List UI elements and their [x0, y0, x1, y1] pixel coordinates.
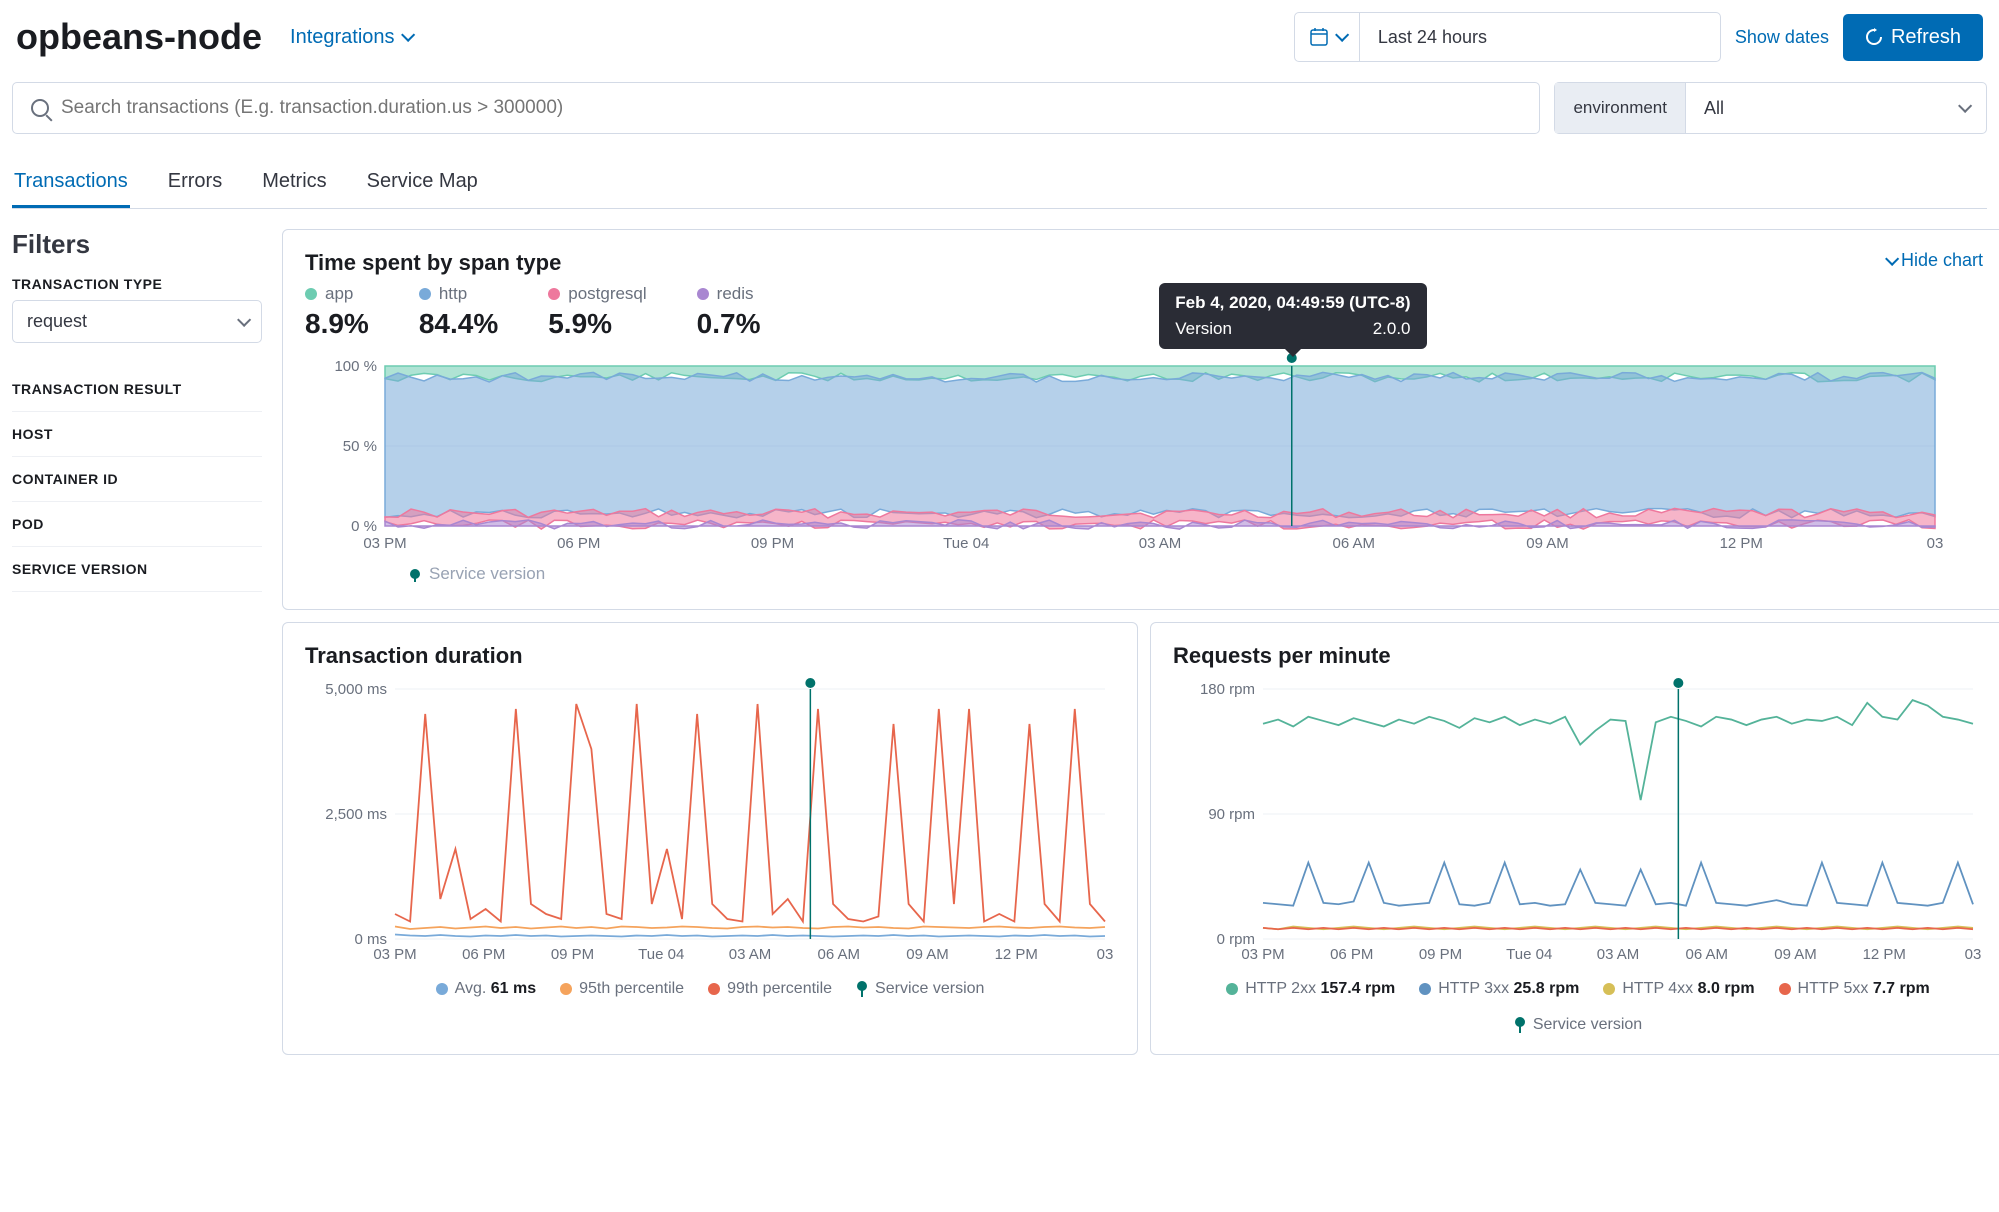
- chevron-down-icon: [237, 312, 251, 326]
- date-picker[interactable]: Last 24 hours: [1294, 12, 1721, 62]
- rpm-panel: Requests per minute 0 rpm90 rpm180 rpm03…: [1150, 622, 1999, 1055]
- show-dates-link[interactable]: Show dates: [1735, 27, 1829, 48]
- svg-text:03: 03: [1097, 946, 1114, 963]
- search-icon: [31, 99, 49, 117]
- filter-service-version[interactable]: SERVICE VERSION: [12, 547, 262, 592]
- svg-text:09 PM: 09 PM: [1419, 946, 1462, 963]
- svg-text:03 PM: 03 PM: [373, 946, 416, 963]
- span-type-chart[interactable]: 0 % 50 % 100 % 03 PM 06 PM 09 PM Tue 04 03 AM 06…: [305, 346, 1945, 586]
- filters-title: Filters: [12, 229, 262, 260]
- svg-text:03: 03: [1965, 946, 1982, 963]
- svg-text:06 AM: 06 AM: [1685, 946, 1728, 963]
- svg-text:Tue 04: Tue 04: [1506, 946, 1552, 963]
- tab-errors[interactable]: Errors: [166, 158, 224, 208]
- version-tooltip: Feb 4, 2020, 04:49:59 (UTC-8) Version 2.…: [1159, 283, 1426, 349]
- svg-text:100 %: 100 %: [334, 358, 377, 375]
- rpm-chart[interactable]: 0 rpm90 rpm180 rpm03 PM06 PM09 PMTue 040…: [1173, 669, 1983, 969]
- span-legend-http[interactable]: http84.4%: [419, 284, 498, 340]
- svg-text:12 PM: 12 PM: [1863, 946, 1906, 963]
- svg-text:09 AM: 09 AM: [906, 946, 949, 963]
- integrations-link[interactable]: Integrations: [290, 26, 411, 49]
- svg-text:06 PM: 06 PM: [462, 946, 505, 963]
- svg-text:5,000 ms: 5,000 ms: [325, 681, 387, 698]
- tab-service-map[interactable]: Service Map: [365, 158, 480, 208]
- rpm-legend-service-version[interactable]: Service version: [1514, 1016, 1642, 1034]
- page-title: opbeans-node: [16, 16, 262, 58]
- search-input[interactable]: [61, 97, 1521, 119]
- svg-text:06 AM: 06 AM: [1332, 535, 1375, 552]
- svg-text:12 PM: 12 PM: [995, 946, 1038, 963]
- svg-text:09 AM: 09 AM: [1774, 946, 1817, 963]
- svg-text:90 rpm: 90 rpm: [1208, 806, 1255, 823]
- rpm-legend-http-5xx[interactable]: HTTP 5xx 7.7 rpm: [1779, 980, 1930, 998]
- svg-text:09 PM: 09 PM: [551, 946, 594, 963]
- filter-pod[interactable]: POD: [12, 502, 262, 547]
- tab-metrics[interactable]: Metrics: [260, 158, 328, 208]
- duration-legend-p95[interactable]: 95th percentile: [560, 980, 684, 998]
- svg-text:Service version: Service version: [429, 564, 545, 583]
- calendar-icon[interactable]: [1295, 13, 1360, 61]
- environment-select[interactable]: environment All: [1554, 82, 1987, 134]
- transaction-type-label: TRANSACTION TYPE: [12, 276, 262, 292]
- svg-text:03: 03: [1927, 535, 1944, 552]
- duration-legend-avg[interactable]: Avg. 61 ms: [436, 980, 537, 998]
- filter-host[interactable]: HOST: [12, 412, 262, 457]
- page-header: opbeans-node Integrations Last 24 hours …: [12, 12, 1987, 62]
- transaction-duration-panel: Transaction duration 0 ms2,500 ms5,000 m…: [282, 622, 1138, 1055]
- refresh-icon: [1865, 28, 1883, 46]
- svg-text:03 AM: 03 AM: [1139, 535, 1182, 552]
- svg-text:03 PM: 03 PM: [1241, 946, 1284, 963]
- search-box[interactable]: [12, 82, 1540, 134]
- svg-text:06 PM: 06 PM: [557, 535, 600, 552]
- span-legend-redis[interactable]: redis0.7%: [697, 284, 761, 340]
- span-type-title: Time spent by span type: [305, 250, 561, 276]
- chevron-down-icon: [401, 28, 415, 42]
- environment-label: environment: [1555, 83, 1686, 133]
- rpm-legend-http-3xx[interactable]: HTTP 3xx 25.8 rpm: [1419, 980, 1579, 998]
- filter-transaction-result[interactable]: TRANSACTION RESULT: [12, 367, 262, 412]
- chevron-down-icon: [1335, 28, 1349, 42]
- filters-sidebar: Filters TRANSACTION TYPE request TRANSAC…: [12, 229, 262, 1055]
- duration-legend-p99[interactable]: 99th percentile: [708, 980, 832, 998]
- rpm-title: Requests per minute: [1173, 643, 1983, 669]
- filter-container-id[interactable]: CONTAINER ID: [12, 457, 262, 502]
- tabs: Transactions Errors Metrics Service Map: [12, 158, 1987, 209]
- svg-text:09 AM: 09 AM: [1526, 535, 1569, 552]
- span-legend-postgresql[interactable]: postgresql5.9%: [548, 284, 646, 340]
- svg-text:06 PM: 06 PM: [1330, 946, 1373, 963]
- svg-text:180 rpm: 180 rpm: [1200, 681, 1255, 698]
- transaction-duration-chart[interactable]: 0 ms2,500 ms5,000 ms03 PM06 PM09 PMTue 0…: [305, 669, 1115, 969]
- svg-text:50 %: 50 %: [343, 438, 377, 455]
- span-type-panel: Time spent by span type Hide chart app8.…: [282, 229, 1999, 610]
- svg-text:03 PM: 03 PM: [363, 535, 406, 552]
- chevron-down-icon: [1958, 99, 1972, 113]
- tab-transactions[interactable]: Transactions: [12, 158, 130, 208]
- hide-chart-link[interactable]: Hide chart: [1885, 250, 1983, 271]
- duration-legend-service-version[interactable]: Service version: [856, 980, 984, 998]
- svg-text:Tue 04: Tue 04: [638, 946, 684, 963]
- svg-text:03 AM: 03 AM: [1597, 946, 1640, 963]
- transaction-type-select[interactable]: request: [12, 300, 262, 343]
- svg-text:09 PM: 09 PM: [751, 535, 794, 552]
- svg-text:2,500 ms: 2,500 ms: [325, 806, 387, 823]
- span-legend-app[interactable]: app8.9%: [305, 284, 369, 340]
- refresh-button[interactable]: Refresh: [1843, 14, 1983, 61]
- svg-text:03 AM: 03 AM: [729, 946, 772, 963]
- chevron-down-icon: [1885, 251, 1899, 265]
- svg-text:12 PM: 12 PM: [1720, 535, 1763, 552]
- transaction-duration-title: Transaction duration: [305, 643, 1115, 669]
- environment-value: All: [1704, 98, 1724, 119]
- svg-text:Tue 04: Tue 04: [943, 535, 989, 552]
- rpm-legend-http-4xx[interactable]: HTTP 4xx 8.0 rpm: [1603, 980, 1754, 998]
- date-range-value: Last 24 hours: [1360, 27, 1720, 48]
- svg-text:06 AM: 06 AM: [817, 946, 860, 963]
- rpm-legend-http-2xx[interactable]: HTTP 2xx 157.4 rpm: [1226, 980, 1395, 998]
- svg-text:0 %: 0 %: [351, 518, 377, 535]
